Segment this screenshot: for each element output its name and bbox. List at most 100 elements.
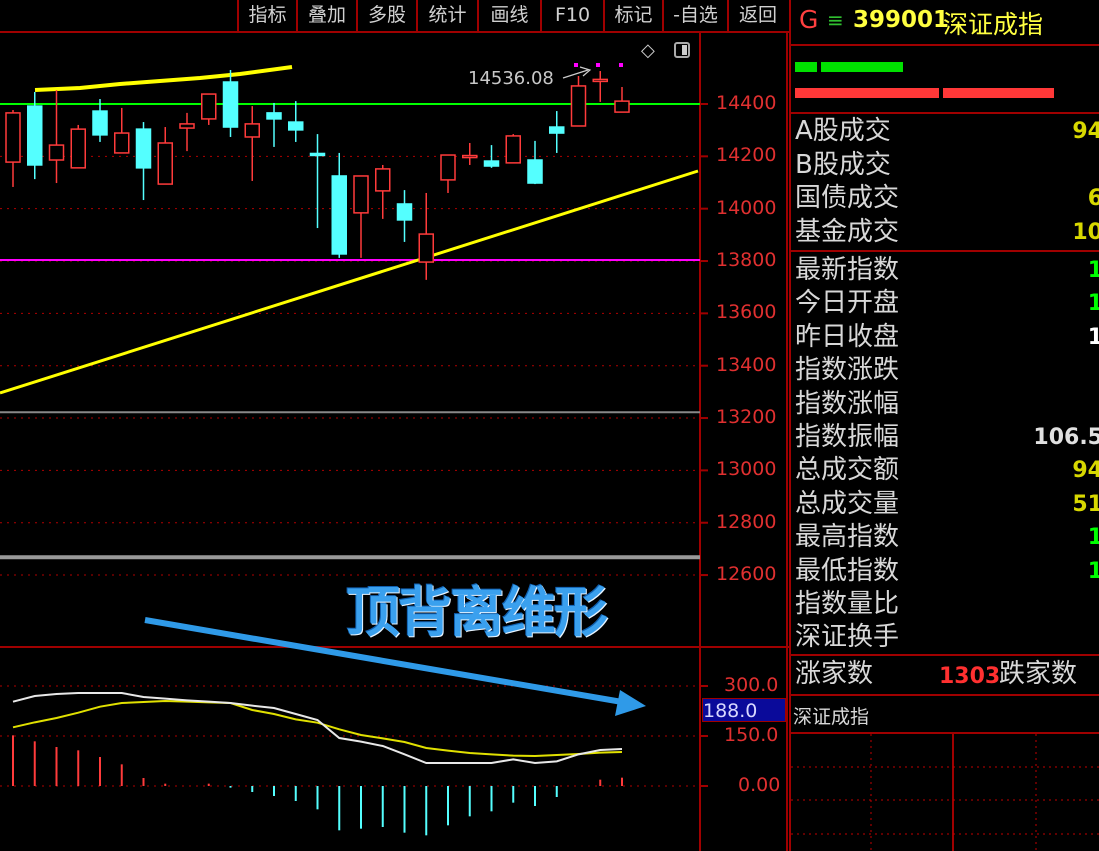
candle-body [331,175,347,255]
price-tick-label: 14000 [716,196,777,219]
stat-value: 6 [1087,186,1099,211]
up-count-label: 涨家数 [795,659,874,689]
candle [396,190,413,242]
candle [614,86,630,113]
stat-label: 指数振幅 [795,422,900,452]
toolbar-button[interactable]: 标记 [603,0,662,31]
stat-label: B股成交 [795,149,891,180]
stat-value: 10 [1072,219,1099,245]
mini-chart[interactable] [791,734,1099,851]
candle-body [570,85,587,127]
candle [592,71,608,102]
stat-label: 指数涨跌 [795,355,900,386]
toolbar-button[interactable]: 叠加 [296,0,356,31]
buy-bar [795,62,817,72]
toolbar-button[interactable]: 画线 [477,0,540,31]
candle-body [201,93,217,120]
candle [27,91,43,180]
stat-label: 深证换手 [795,622,900,653]
candle-body [375,168,391,192]
kline-chart[interactable] [0,0,789,851]
price-tick-label: 13400 [716,353,777,376]
divergence-arrow [144,617,629,706]
candle [505,134,521,164]
dea-line [12,699,623,758]
toolbar-button[interactable]: F10 [540,0,603,31]
macd-current-value: 188.0 [702,698,786,722]
candle-body [505,135,521,164]
candle-body [135,128,152,169]
price-tick-label: 13200 [716,406,777,429]
panel-toggle-icon[interactable] [674,42,690,58]
candle [222,69,239,137]
macd-tick-label: 0.00 [738,774,781,796]
price-tick-label: 14200 [716,144,777,167]
stat-label: 指数涨幅 [795,388,900,419]
price-tick-label: 13800 [716,249,777,272]
signal-dot [596,63,600,67]
candle-body [527,159,543,184]
candle [288,101,304,142]
stat-value: 1 [1087,258,1099,283]
toolbar-button[interactable]: 统计 [416,0,477,31]
candle-body [549,126,565,134]
stat-value: 1 [1087,558,1099,584]
stat-label: 总成交额 [795,455,900,486]
stat-label: 指数量比 [795,589,900,619]
stock-name: 深证成指 [943,10,1044,39]
candle [135,122,152,201]
macd-tick-label: 300.0 [724,674,779,696]
stock-code: 399001 [853,7,950,33]
stat-label: 基金成交 [795,216,900,247]
stat-label: 今日开盘 [795,288,900,319]
breadth-row: 涨家数 1303 跌家数 [791,656,1099,696]
price-tick-label: 12800 [716,510,777,533]
diamond-icon[interactable]: ◇ [641,40,655,61]
candle [179,112,195,152]
quote-header: G ≡ 399001 深证成指 [791,0,1099,46]
candle-body [70,128,86,169]
candle [462,142,478,165]
support-trendline [0,169,699,395]
g-badge[interactable]: G [799,5,819,34]
toolbar-button[interactable]: 多股 [356,0,416,31]
stat-label: 国债成交 [795,183,900,213]
candle-body [462,154,478,159]
stat-value: 94 [1072,458,1099,484]
candle [48,90,65,184]
up-count-value: 1303 [939,664,1001,689]
macd-tick-label: 150.0 [724,724,779,746]
toolbar: 指标 叠加 多股 统计 画线 F10 标记 -自选 返回 [0,0,789,33]
mini-chart-header: 深证成指 [791,696,1099,734]
buy-bar [821,62,903,72]
stat-value: 1 [1087,525,1099,551]
candle-body [244,123,260,138]
candle [331,152,347,258]
stat-value: 1 [1087,324,1099,350]
toolbar-button[interactable]: 指标 [237,0,296,31]
candle-body [114,132,130,154]
quote-panel: G ≡ 399001 深证成指 A股成交 94 B股成交 国债成交 6 基金成交 10 最新… [789,0,1099,851]
candle-body [483,160,500,167]
arrow-head-icon [615,690,646,716]
sell-bar [943,88,1054,98]
menu-icon[interactable]: ≡ [827,8,844,32]
stat-label: 最高指数 [795,522,900,553]
price-tick-label: 13000 [716,458,777,481]
candle [375,164,391,219]
price-tick-label: 12600 [716,563,777,586]
candle-body [353,175,369,214]
candle-body [288,121,304,131]
stat-label: 总成交量 [795,488,900,519]
stat-label: A股成交 [795,116,891,146]
toolbar-button[interactable]: -自选 [662,0,727,31]
turnover-stats: A股成交 94 B股成交 国债成交 6 基金成交 10 [791,114,1099,252]
candle [244,106,260,181]
high-marker-arrow [562,66,592,79]
toolbar-button[interactable]: 返回 [727,0,787,31]
candle [353,175,369,258]
candle-body [396,203,413,221]
candle-body [48,144,65,161]
high-price-label: 14536.08 [468,68,554,89]
dif-line [12,692,623,765]
